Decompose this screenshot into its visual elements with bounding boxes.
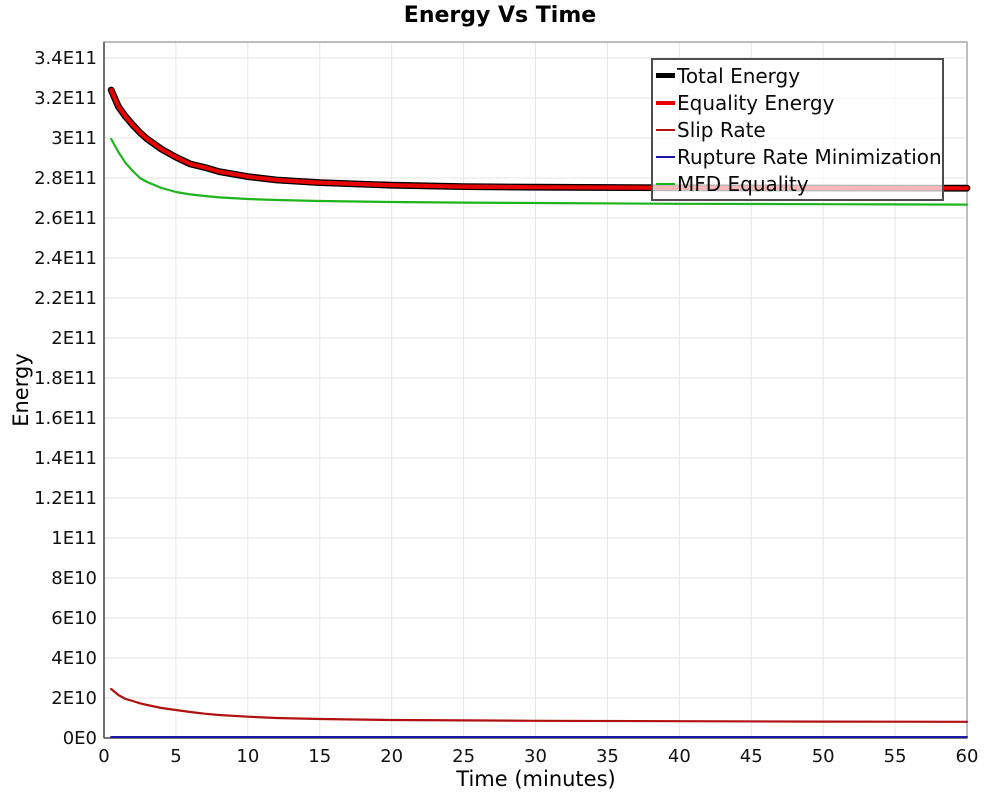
legend-item: Equality Energy xyxy=(656,93,939,113)
legend-item: MFD Equality xyxy=(656,174,939,194)
x-tick-label: 20 xyxy=(380,746,403,767)
y-tick-label: 4E10 xyxy=(51,648,97,669)
x-tick-label: 5 xyxy=(170,746,181,767)
y-tick-label: 1.2E11 xyxy=(34,488,97,509)
x-tick-label: 30 xyxy=(524,746,547,767)
x-tick-label: 40 xyxy=(668,746,691,767)
x-tick-label: 55 xyxy=(884,746,907,767)
y-tick-label: 3.2E11 xyxy=(34,88,97,109)
legend-label: MFD Equality xyxy=(677,171,809,196)
y-tick-label: 2E10 xyxy=(51,688,97,709)
legend-item: Total Energy xyxy=(656,66,939,86)
legend: Total Energy Equality Energy Slip Rate Rupt… xyxy=(651,58,944,201)
x-tick-label: 45 xyxy=(740,746,763,767)
series-line xyxy=(110,687,969,723)
y-tick-label: 2.2E11 xyxy=(34,288,97,309)
y-axis-title: Energy xyxy=(9,353,33,427)
y-tick-label: 1.6E11 xyxy=(34,408,97,429)
x-tick-label: 35 xyxy=(596,746,619,767)
legend-line-swatch xyxy=(656,128,675,131)
x-tick-label: 50 xyxy=(812,746,835,767)
y-tick-label: 1.8E11 xyxy=(34,368,97,389)
x-tick-label: 60 xyxy=(956,746,979,767)
legend-label: Rupture Rate Minimization xyxy=(677,144,942,169)
x-tick-label: 10 xyxy=(236,746,259,767)
x-tick-label: 15 xyxy=(308,746,331,767)
y-tick-label: 3.4E11 xyxy=(34,48,97,69)
y-tick-label: 6E10 xyxy=(51,608,97,629)
chart-title: Energy Vs Time xyxy=(403,3,597,28)
x-axis-title: Time (minutes) xyxy=(456,767,616,791)
legend-item: Rupture Rate Minimization xyxy=(656,144,942,169)
legend-label: Slip Rate xyxy=(677,117,766,142)
x-tick-label: 0 xyxy=(98,746,109,767)
legend-line-swatch xyxy=(656,155,675,158)
y-tick-label: 0E0 xyxy=(63,728,97,749)
y-tick-label: 2E11 xyxy=(51,328,97,349)
legend-label: Total Energy xyxy=(677,63,801,88)
legend-line-swatch xyxy=(656,73,675,78)
y-tick-label: 1.4E11 xyxy=(34,448,97,469)
y-tick-label: 2.6E11 xyxy=(34,208,97,229)
y-tick-label: 1E11 xyxy=(51,528,97,549)
legend-line-swatch xyxy=(656,100,675,105)
y-tick-label: 8E10 xyxy=(51,568,97,589)
x-tick-label: 25 xyxy=(452,746,475,767)
y-tick-label: 3E11 xyxy=(51,128,97,149)
series-line xyxy=(109,87,970,191)
legend-label: Equality Energy xyxy=(677,90,835,115)
y-tick-label: 2.4E11 xyxy=(34,248,97,269)
legend-line-swatch xyxy=(656,182,675,185)
series-line xyxy=(110,137,969,206)
y-tick-label: 2.8E11 xyxy=(34,168,97,189)
legend-item: Slip Rate xyxy=(656,120,939,140)
